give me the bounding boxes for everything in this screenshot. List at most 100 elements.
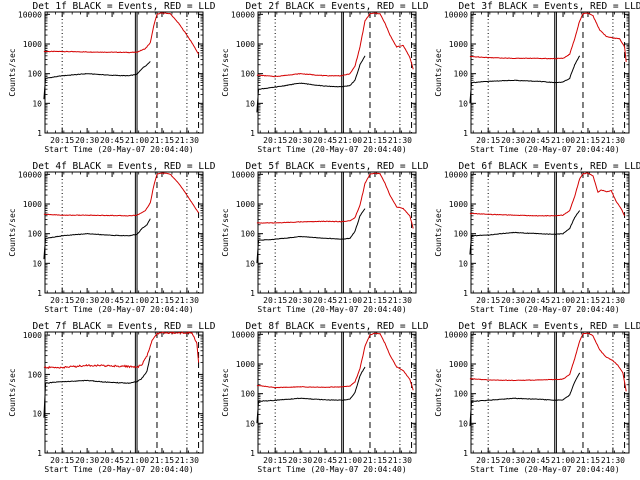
chart-panel: Det 4f BLACK = Events, RED = LLD Counts/s… [8,161,216,314]
x-axis-label: Start Time (20-May-07 20:04:40) [44,465,193,474]
x-tick-label: 21:15 [150,456,174,465]
y-tick-label: 10 [458,259,468,268]
chart-title: Det 7f BLACK = Events, RED = LLD [32,321,215,332]
y-tick-label: 100 [241,70,256,79]
x-tick-label: 21:30 [601,296,625,305]
event-rate-line [256,366,366,424]
x-tick-label: 21:15 [363,456,387,465]
y-tick-label: 1000 [449,40,468,49]
y-tick-label: 10000 [231,330,255,339]
x-tick-label: 20:15 [476,456,500,465]
lld-rate-line [256,172,414,229]
y-tick-label: 1 [37,129,42,138]
event-rate-line [256,208,366,264]
x-axis-label: Start Time (20-May-07 20:04:40) [257,305,406,314]
event-rate-line [256,55,366,113]
chart-title: Det 5f BLACK = Events, RED = LLD [245,161,428,172]
chart-title: Det 3f BLACK = Events, RED = LLD [458,1,640,12]
chart-panel: Det 7f BLACK = Events, RED = LLD Counts/s… [8,321,216,474]
y-tick-label: 1 [250,449,255,458]
x-tick-label: 20:30 [75,136,99,145]
y-tick-label: 1000 [449,200,468,209]
x-tick-label: 20:45 [313,456,337,465]
y-tick-label: 100 [454,230,469,239]
x-tick-label: 20:15 [476,136,500,145]
y-tick-label: 1 [250,289,255,298]
plot-frame [44,11,204,134]
x-tick-label: 21:00 [338,296,362,305]
x-tick-label: 20:15 [263,296,287,305]
x-tick-label: 20:45 [526,456,550,465]
x-axis-label: Start Time (20-May-07 20:04:40) [470,465,619,474]
x-tick-label: 20:30 [75,456,99,465]
chart-panel: Det 3f BLACK = Events, RED = LLD Counts/s… [434,1,640,154]
x-tick-label: 20:30 [501,136,525,145]
x-axis-label: Start Time (20-May-07 20:04:40) [44,145,193,154]
chart-title: Det 1f BLACK = Events, RED = LLD [32,1,215,12]
chart-title: Det 4f BLACK = Events, RED = LLD [32,161,215,172]
x-tick-label: 20:15 [263,136,287,145]
x-tick-label: 20:45 [100,456,124,465]
y-tick-label: 10000 [231,170,255,179]
y-tick-label: 1 [250,129,255,138]
chart-panel: Det 6f BLACK = Events, RED = LLD Counts/s… [434,161,640,314]
y-axis-label: Counts/sec [8,368,17,416]
plot-frame [257,11,417,134]
x-tick-label: 21:15 [576,456,600,465]
lld-rate-line [43,172,200,217]
y-tick-label: 1000 [23,200,42,209]
x-tick-label: 21:00 [125,456,149,465]
x-tick-label: 21:00 [338,136,362,145]
y-tick-label: 100 [454,70,469,79]
plot-frame [470,11,630,134]
x-tick-label: 21:00 [338,456,362,465]
y-axis-label: Counts/sec [221,208,230,256]
y-axis-label: Counts/sec [434,368,443,416]
x-tick-label: 20:30 [288,456,312,465]
x-tick-label: 21:15 [363,136,387,145]
x-axis-label: Start Time (20-May-07 20:04:40) [257,145,406,154]
lld-rate-line [43,331,200,370]
x-tick-label: 21:00 [125,296,149,305]
plot-frame [257,331,417,454]
x-tick-label: 20:45 [100,296,124,305]
x-tick-label: 20:30 [288,296,312,305]
event-rate-line [43,218,151,260]
y-tick-label: 10 [245,259,255,268]
chart-panel: Det 9f BLACK = Events, RED = LLD Counts/s… [434,321,640,474]
x-tick-label: 21:15 [150,136,174,145]
event-rate-line [43,61,151,100]
x-tick-label: 20:15 [50,456,74,465]
x-tick-label: 21:30 [388,296,412,305]
x-tick-label: 21:15 [150,296,174,305]
y-tick-label: 1000 [23,40,42,49]
y-tick-label: 10000 [18,10,42,19]
chart-title: Det 8f BLACK = Events, RED = LLD [245,321,428,332]
lld-rate-line [469,172,626,217]
y-tick-label: 1 [463,449,468,458]
y-tick-label: 1000 [23,331,42,340]
y-axis-label: Counts/sec [8,208,17,256]
y-tick-label: 10 [245,99,255,108]
plot-frame [44,171,204,294]
x-tick-label: 21:00 [125,136,149,145]
plot-frame [257,171,417,294]
x-tick-label: 21:30 [175,136,199,145]
y-tick-label: 10000 [444,10,468,19]
event-rate-line [43,355,151,418]
y-tick-label: 10000 [444,170,468,179]
y-tick-label: 1000 [449,360,468,369]
chart-panel: Det 8f BLACK = Events, RED = LLD Counts/s… [221,321,429,474]
y-tick-label: 1000 [236,40,255,49]
y-tick-label: 10 [245,419,255,428]
y-tick-label: 10 [32,99,42,108]
x-tick-label: 21:15 [363,296,387,305]
x-tick-label: 21:15 [576,136,600,145]
x-tick-label: 20:15 [476,296,500,305]
x-axis-label: Start Time (20-May-07 20:04:40) [44,305,193,314]
x-tick-label: 20:30 [501,456,525,465]
chart-panel: Det 5f BLACK = Events, RED = LLD Counts/s… [221,161,429,314]
y-axis-label: Counts/sec [434,208,443,256]
y-tick-label: 10 [458,419,468,428]
y-tick-label: 1 [463,129,468,138]
